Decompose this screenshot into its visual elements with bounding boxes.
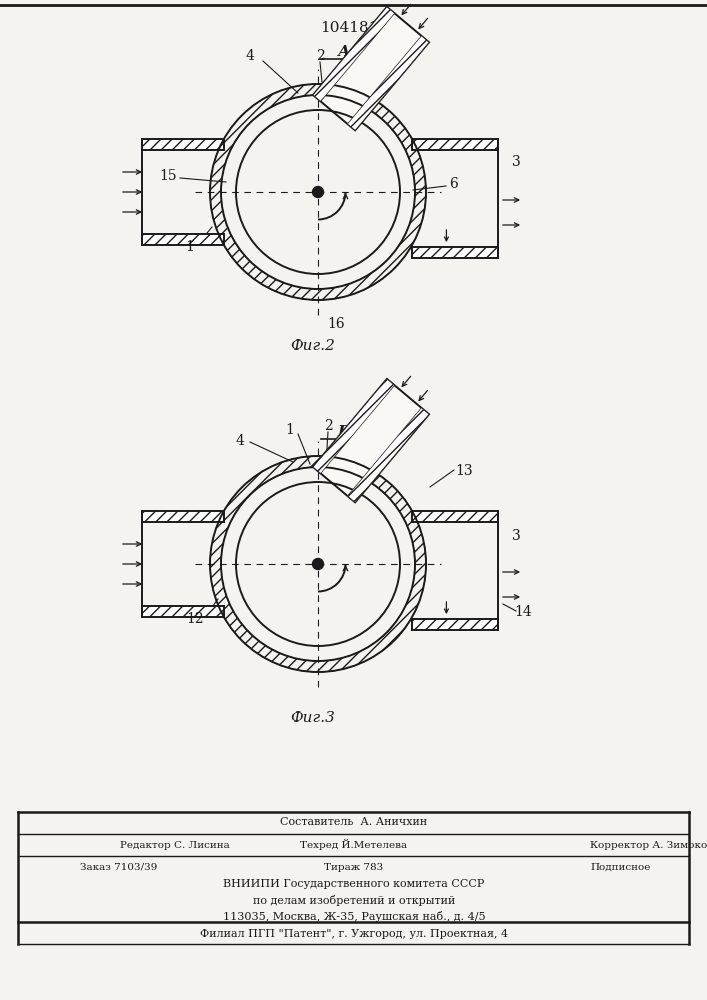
Text: по делам изобретений и открытий: по делам изобретений и открытий bbox=[253, 894, 455, 906]
Bar bbox=[142, 139, 224, 150]
Bar bbox=[412, 247, 498, 258]
Text: Фиг.3: Фиг.3 bbox=[291, 711, 335, 725]
Polygon shape bbox=[313, 7, 429, 130]
Bar bbox=[142, 139, 224, 150]
Text: 3: 3 bbox=[512, 529, 520, 543]
Text: 15: 15 bbox=[159, 169, 177, 183]
Polygon shape bbox=[347, 36, 429, 130]
Text: Б–Б: Б–Б bbox=[337, 425, 370, 439]
Text: Редактор С. Лисина: Редактор С. Лисина bbox=[120, 840, 230, 850]
Text: 1: 1 bbox=[185, 240, 194, 254]
Bar bbox=[142, 234, 224, 245]
Text: 14: 14 bbox=[514, 605, 532, 619]
Text: Тираж 783: Тираж 783 bbox=[325, 862, 384, 871]
Text: 16: 16 bbox=[327, 317, 345, 331]
Bar bbox=[412, 139, 498, 150]
Text: Техред Й.Метелева: Техред Й.Метелева bbox=[300, 840, 407, 850]
Text: 113035, Москва, Ж-35, Раушская наб., д. 4/5: 113035, Москва, Ж-35, Раушская наб., д. … bbox=[223, 910, 485, 922]
Text: А–А: А–А bbox=[338, 45, 370, 59]
Polygon shape bbox=[313, 379, 429, 502]
Polygon shape bbox=[313, 7, 395, 101]
Text: ВНИИПИ Государственного комитета СССР: ВНИИПИ Государственного комитета СССР bbox=[223, 879, 485, 889]
Text: 1041814: 1041814 bbox=[320, 21, 388, 35]
Polygon shape bbox=[347, 408, 429, 502]
Bar bbox=[142, 606, 224, 617]
Text: 4: 4 bbox=[245, 49, 255, 63]
Text: Заказ 7103/39: Заказ 7103/39 bbox=[80, 862, 158, 871]
Circle shape bbox=[312, 186, 324, 198]
Bar bbox=[412, 619, 498, 630]
Text: Филиал ПГП "Патент", г. Ужгород, ул. Проектная, 4: Филиал ПГП "Патент", г. Ужгород, ул. Про… bbox=[200, 929, 508, 939]
Text: Корректор А. Зимокосов: Корректор А. Зимокосов bbox=[590, 840, 707, 850]
Bar bbox=[142, 511, 224, 522]
Bar bbox=[412, 511, 498, 522]
Bar bbox=[412, 247, 498, 258]
Text: Фиг.2: Фиг.2 bbox=[291, 339, 335, 353]
Bar bbox=[412, 619, 498, 630]
Bar bbox=[412, 139, 498, 150]
Text: 13: 13 bbox=[455, 464, 473, 478]
Bar bbox=[412, 511, 498, 522]
Text: 3: 3 bbox=[512, 155, 520, 169]
Circle shape bbox=[312, 558, 324, 570]
Text: 6: 6 bbox=[450, 177, 458, 191]
Bar bbox=[142, 606, 224, 617]
Text: Подписное: Подписное bbox=[590, 862, 650, 871]
Text: 2: 2 bbox=[315, 49, 325, 63]
Bar bbox=[142, 511, 224, 522]
Polygon shape bbox=[313, 379, 395, 473]
Bar bbox=[142, 234, 224, 245]
Text: 1: 1 bbox=[286, 423, 294, 437]
Text: Составитель  А. Аничхин: Составитель А. Аничхин bbox=[281, 817, 428, 827]
Text: 2: 2 bbox=[324, 419, 332, 433]
Text: 4: 4 bbox=[235, 434, 245, 448]
Text: 12: 12 bbox=[186, 612, 204, 626]
